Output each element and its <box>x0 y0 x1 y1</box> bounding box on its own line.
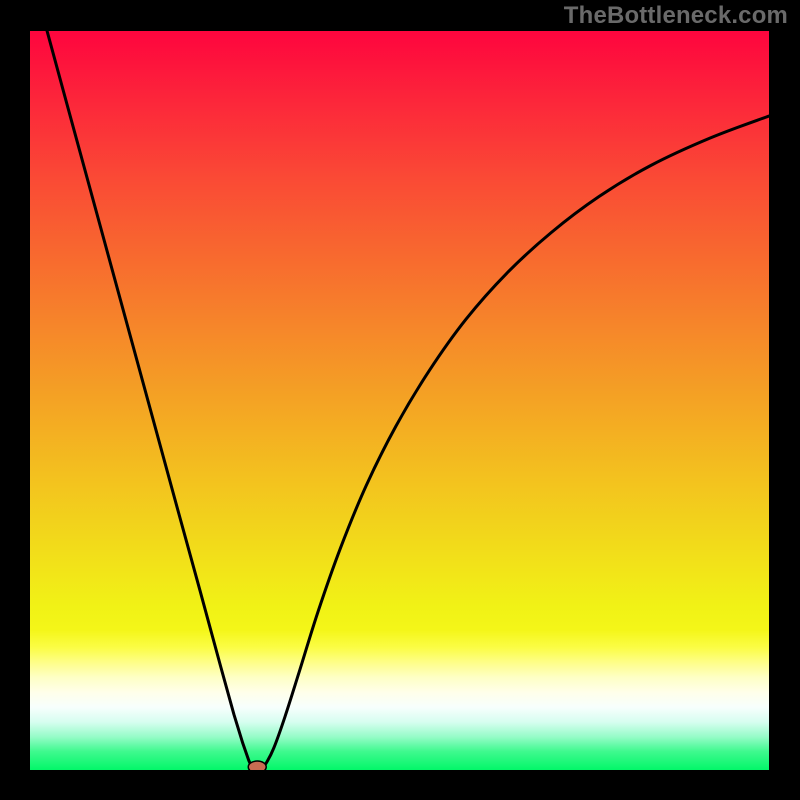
plot-frame <box>25 26 774 775</box>
chart-root: { "canvas": { "width": 800, "height": 80… <box>0 0 800 800</box>
watermark-text: TheBottleneck.com <box>564 2 788 30</box>
